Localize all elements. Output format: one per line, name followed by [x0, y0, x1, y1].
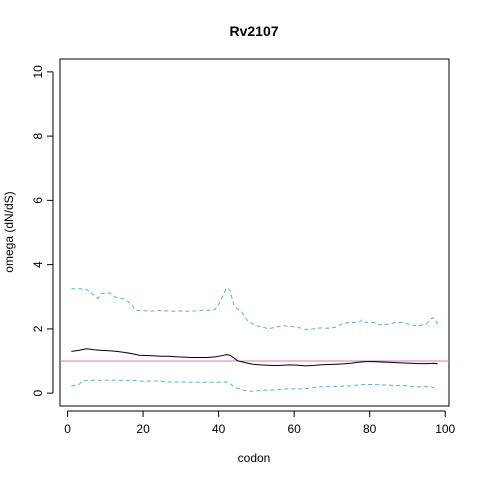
x-tick-label: 60 — [287, 422, 301, 436]
upper-series-line — [71, 287, 439, 331]
y-tick-label: 0 — [31, 389, 45, 396]
y-axis-title: omega (dN/dS) — [2, 191, 16, 272]
y-tick-label: 6 — [31, 197, 45, 204]
lower-series-line — [71, 379, 438, 392]
x-tick-label: 40 — [212, 422, 226, 436]
y-tick-label: 10 — [31, 65, 45, 79]
x-axis-title: codon — [238, 451, 271, 465]
plot-area-border — [59, 58, 450, 407]
y-tick-label: 4 — [31, 261, 45, 268]
x-tick-label: 0 — [64, 422, 71, 436]
y-tick-label: 2 — [31, 325, 45, 332]
y-tick-label: 8 — [31, 132, 45, 139]
x-axis: 0 20 40 60 80 100 — [64, 410, 456, 436]
x-tick-label: 100 — [435, 422, 455, 436]
x-tick-label: 20 — [136, 422, 150, 436]
y-axis: 0 2 4 6 8 10 — [31, 65, 54, 396]
chart-title: Rv2107 — [229, 23, 278, 39]
x-tick-label: 80 — [363, 422, 377, 436]
plot-layer — [60, 287, 449, 392]
estimate-series-line — [71, 348, 438, 367]
